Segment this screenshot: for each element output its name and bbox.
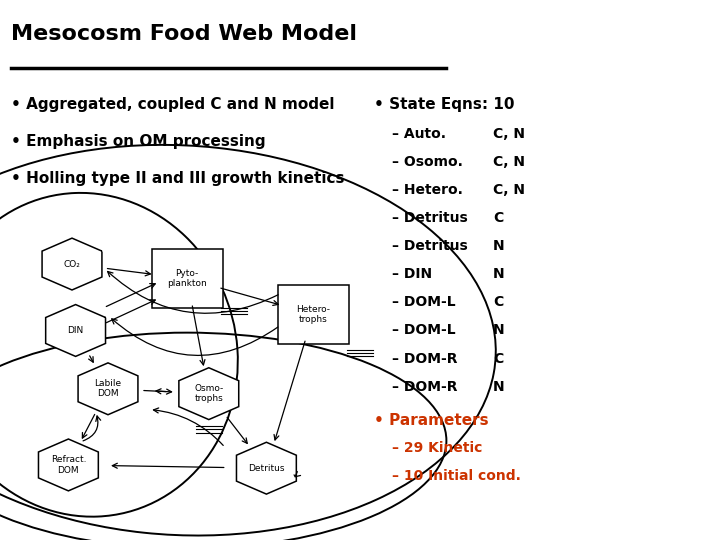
Text: DIN: DIN [68,326,84,335]
Text: CO₂: CO₂ [63,260,81,268]
Text: Detritus: Detritus [248,464,284,472]
Text: • Parameters: • Parameters [374,413,489,428]
Text: • Emphasis on OM processing: • Emphasis on OM processing [11,134,266,149]
Text: C, N: C, N [493,155,525,169]
Polygon shape [38,439,99,491]
Text: N: N [493,267,505,281]
Polygon shape [45,305,106,356]
Polygon shape [78,363,138,415]
Text: C: C [493,295,503,309]
Text: – Osomo.: – Osomo. [392,155,463,169]
Text: – DIN: – DIN [392,267,433,281]
Polygon shape [42,238,102,290]
Text: C, N: C, N [493,127,525,141]
Text: – Hetero.: – Hetero. [392,183,463,197]
Polygon shape [179,368,239,420]
Text: C, N: C, N [493,183,525,197]
Text: • Holling type II and III growth kinetics: • Holling type II and III growth kinetic… [11,171,344,186]
Text: – DOM-L: – DOM-L [392,323,456,338]
Text: N: N [493,239,505,253]
Text: Refract.
DOM: Refract. DOM [50,455,86,475]
Text: – DOM-L: – DOM-L [392,295,456,309]
Text: – 29 Kinetic: – 29 Kinetic [392,441,483,455]
Text: – Detritus: – Detritus [392,239,468,253]
Text: • State Eqns: 10: • State Eqns: 10 [374,97,515,112]
Text: Pyto-
plankton: Pyto- plankton [167,269,207,288]
Text: C: C [493,352,503,366]
Text: – Detritus: – Detritus [392,211,468,225]
Text: Labile
DOM: Labile DOM [94,379,122,399]
Polygon shape [236,442,297,494]
Text: • Aggregated, coupled C and N model: • Aggregated, coupled C and N model [11,97,334,112]
Text: – DOM-R: – DOM-R [392,352,458,366]
Text: N: N [493,380,505,394]
FancyBboxPatch shape [278,285,349,343]
Text: Osmo-
trophs: Osmo- trophs [194,384,223,403]
FancyBboxPatch shape [152,249,223,308]
Text: Hetero-
trophs: Hetero- trophs [296,305,330,324]
Text: Mesocosm Food Web Model: Mesocosm Food Web Model [11,24,357,44]
Text: – 10 Initial cond.: – 10 Initial cond. [392,469,521,483]
Text: C: C [493,211,503,225]
Text: N: N [493,323,505,338]
Text: – DOM-R: – DOM-R [392,380,458,394]
Text: – Auto.: – Auto. [392,127,446,141]
